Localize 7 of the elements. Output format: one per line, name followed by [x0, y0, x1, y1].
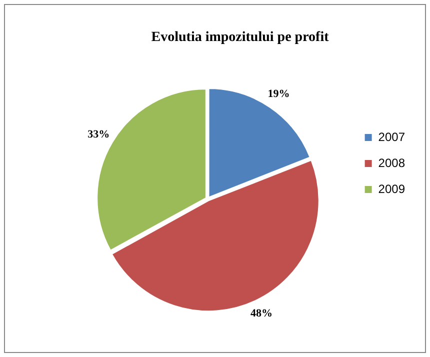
data-label: 48%: [250, 307, 273, 320]
legend-label: 2008: [378, 156, 406, 170]
data-label: 19%: [268, 88, 290, 100]
legend-label: 2009: [378, 182, 406, 196]
chart-title: Evolutia impozitului pe profit: [151, 30, 330, 46]
legend-label: 2007: [378, 130, 406, 144]
data-label: 33%: [88, 128, 110, 140]
